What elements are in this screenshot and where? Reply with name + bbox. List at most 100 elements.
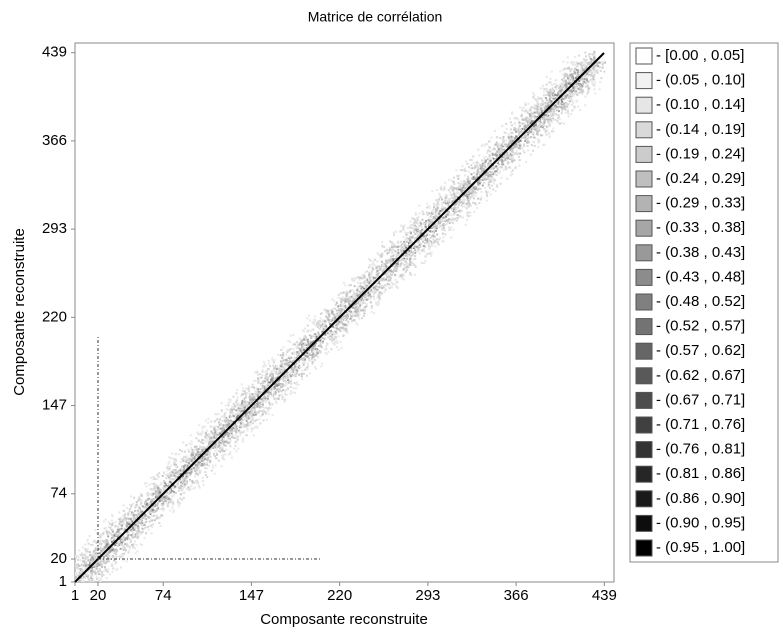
matrix-cell	[393, 244, 396, 247]
matrix-cell	[205, 461, 208, 464]
matrix-cell	[255, 392, 258, 395]
matrix-cell	[301, 346, 304, 349]
chart-title: Matrice de corrélation	[308, 9, 443, 25]
matrix-cell	[572, 87, 575, 90]
matrix-cell	[222, 455, 225, 458]
matrix-cell	[267, 412, 270, 415]
matrix-cell	[180, 472, 183, 475]
matrix-cell	[173, 478, 176, 481]
matrix-cell	[496, 153, 499, 156]
matrix-cell	[267, 391, 270, 394]
matrix-cell	[370, 270, 373, 273]
matrix-cell	[584, 85, 587, 88]
matrix-cell	[193, 468, 196, 471]
matrix-cell	[289, 348, 292, 351]
matrix-cell	[503, 153, 506, 156]
matrix-cell	[152, 477, 155, 480]
matrix-cell	[527, 122, 530, 125]
matrix-cell	[511, 111, 514, 114]
matrix-cell	[183, 456, 186, 459]
matrix-cell	[348, 302, 351, 305]
matrix-cell	[297, 373, 300, 376]
matrix-cell	[455, 202, 458, 205]
matrix-cell	[436, 203, 439, 206]
matrix-cell	[333, 314, 336, 317]
matrix-cell	[514, 121, 517, 124]
matrix-cell	[344, 304, 347, 307]
matrix-cell	[311, 362, 314, 365]
matrix-cell	[410, 240, 413, 243]
matrix-cell	[201, 430, 204, 433]
matrix-cell	[118, 518, 121, 521]
matrix-cell	[103, 527, 106, 530]
matrix-cell	[510, 135, 513, 138]
matrix-cell	[409, 246, 412, 249]
matrix-cell	[375, 302, 378, 305]
matrix-cell	[328, 315, 331, 318]
matrix-cell	[450, 179, 453, 182]
matrix-cell	[566, 94, 569, 97]
matrix-cell	[205, 458, 208, 461]
matrix-cell	[246, 429, 249, 432]
matrix-cell	[460, 216, 463, 219]
matrix-cell	[479, 181, 482, 184]
matrix-cell	[411, 236, 414, 239]
matrix-cell	[444, 181, 447, 184]
matrix-cell	[309, 330, 312, 333]
matrix-cell	[269, 365, 272, 368]
matrix-cell	[155, 517, 158, 520]
matrix-cell	[191, 480, 194, 483]
matrix-cell	[123, 516, 126, 519]
matrix-cell	[242, 390, 245, 393]
matrix-cell	[433, 216, 436, 219]
matrix-cell	[583, 58, 586, 61]
matrix-cell	[602, 63, 605, 66]
matrix-cell	[155, 515, 158, 518]
matrix-cell	[256, 371, 259, 374]
matrix-cell	[143, 536, 146, 539]
matrix-cell	[481, 143, 484, 146]
matrix-cell	[386, 262, 389, 265]
matrix-cell	[223, 419, 226, 422]
matrix-cell	[192, 487, 195, 490]
matrix-cell	[92, 559, 95, 562]
matrix-cell	[247, 385, 250, 388]
matrix-cell	[245, 405, 248, 408]
matrix-cell	[378, 296, 381, 299]
matrix-cell	[313, 320, 316, 323]
matrix-cell	[212, 432, 215, 435]
matrix-cell	[552, 114, 555, 117]
matrix-cell	[124, 514, 127, 517]
matrix-cell	[521, 118, 524, 121]
matrix-cell	[115, 535, 118, 538]
matrix-cell	[505, 143, 508, 146]
matrix-cell	[564, 108, 567, 111]
matrix-cell	[282, 367, 285, 370]
matrix-cell	[412, 223, 415, 226]
matrix-cell	[435, 199, 438, 202]
matrix-cell	[335, 325, 338, 328]
matrix-cell	[167, 462, 170, 465]
matrix-cell	[475, 204, 478, 207]
matrix-cell	[424, 244, 427, 247]
matrix-cell	[91, 574, 94, 577]
matrix-cell	[248, 390, 251, 393]
matrix-cell	[587, 90, 590, 93]
matrix-cell	[205, 437, 208, 440]
matrix-cell	[254, 405, 257, 408]
matrix-cell	[526, 144, 529, 147]
matrix-cell	[583, 65, 586, 68]
matrix-cell	[366, 281, 369, 284]
matrix-cell	[384, 263, 387, 266]
matrix-cell	[486, 178, 489, 181]
matrix-cell	[547, 104, 550, 107]
matrix-cell	[437, 198, 440, 201]
matrix-cell	[467, 215, 470, 218]
matrix-cell	[571, 95, 574, 98]
matrix-cell	[339, 313, 342, 316]
matrix-cell	[551, 88, 554, 91]
matrix-cell	[126, 538, 129, 541]
matrix-cell	[261, 374, 264, 377]
matrix-cell	[271, 357, 274, 360]
